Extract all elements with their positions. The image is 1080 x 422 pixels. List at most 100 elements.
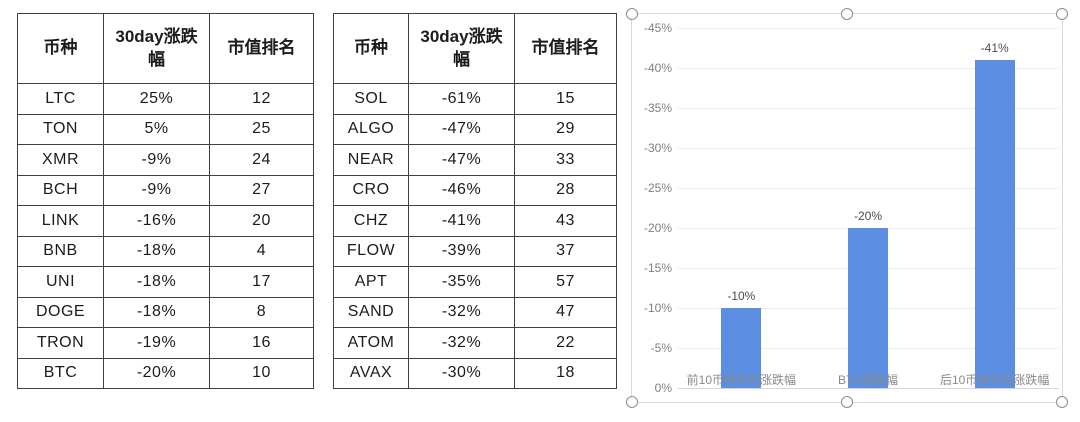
- selection-handle-bottom-right[interactable]: [1056, 396, 1068, 408]
- category-label: 后10币种平均涨跌幅: [939, 373, 1050, 387]
- rank-cell: 27: [209, 174, 314, 206]
- y-tick-label: -35%: [643, 101, 672, 115]
- bar-2[interactable]: [848, 228, 888, 388]
- gridline: [678, 188, 1058, 189]
- selection-handle-top-right[interactable]: [1056, 8, 1068, 20]
- table-row: NEAR -47% 33: [333, 144, 617, 176]
- rank-cell: 16: [209, 327, 314, 359]
- rank-cell: 4: [209, 235, 314, 267]
- change-cell: -9%: [103, 174, 210, 206]
- y-tick-label: -45%: [643, 21, 672, 35]
- bar-chart[interactable]: -45% -40% -35% -30% -25% -20% -15% -10% -5% 0% -10…: [626, 8, 1068, 408]
- bar-1[interactable]: [721, 308, 762, 388]
- change-cell: -47%: [408, 144, 515, 176]
- rank-cell: 47: [514, 296, 617, 328]
- y-tick-label: -5%: [650, 341, 672, 355]
- y-tick-label: -25%: [643, 181, 672, 195]
- coin-cell: APT: [333, 266, 409, 298]
- bar-3[interactable]: [974, 60, 1015, 388]
- data-label: -20%: [853, 209, 883, 223]
- column-header: 币种: [333, 13, 409, 84]
- table-header-row: 币种 30day涨跌幅 市值排名: [333, 13, 617, 84]
- change-cell: -18%: [103, 296, 210, 328]
- selection-handle-bottom-left[interactable]: [626, 396, 638, 408]
- table-row: BTC -20% 10: [17, 357, 314, 389]
- selection-handle-top-center[interactable]: [841, 8, 853, 20]
- gridline: [678, 28, 1058, 29]
- selection-handle-top-left[interactable]: [626, 8, 638, 20]
- rank-cell: 43: [514, 205, 617, 237]
- gridline: [678, 108, 1058, 109]
- rank-cell: 33: [514, 144, 617, 176]
- coin-cell: ATOM: [333, 327, 409, 359]
- coin-cell: CHZ: [333, 205, 409, 237]
- rank-cell: 15: [514, 83, 617, 115]
- table-row: CRO -46% 28: [333, 174, 617, 206]
- coin-cell: CRO: [333, 174, 409, 206]
- gridline: [678, 68, 1058, 69]
- y-tick-label: -20%: [643, 221, 672, 235]
- column-header: 30day涨跌幅: [408, 13, 515, 84]
- coin-cell: XMR: [17, 144, 104, 176]
- coin-cell: BTC: [17, 357, 104, 389]
- column-header: 市值排名: [514, 13, 617, 84]
- rank-cell: 12: [209, 83, 314, 115]
- table-row: APT -35% 57: [333, 266, 617, 298]
- coin-cell: TON: [17, 113, 104, 145]
- selection-handle-bottom-center[interactable]: [841, 396, 853, 408]
- rank-cell: 24: [209, 144, 314, 176]
- change-cell: -32%: [408, 296, 515, 328]
- table-row: TRON -19% 16: [17, 327, 314, 359]
- coin-cell: BCH: [17, 174, 104, 206]
- data-label: -41%: [980, 41, 1009, 55]
- table-row: XMR -9% 24: [17, 144, 314, 176]
- table-row: LTC 25% 12: [17, 83, 314, 115]
- change-cell: -35%: [408, 266, 515, 298]
- change-cell: -39%: [408, 235, 515, 267]
- table-row: ALGO -47% 29: [333, 113, 617, 145]
- y-tick-label: -30%: [643, 141, 672, 155]
- rank-cell: 10: [209, 357, 314, 389]
- coin-cell: FLOW: [333, 235, 409, 267]
- x-axis-line: [678, 388, 1058, 389]
- rank-cell: 20: [209, 205, 314, 237]
- table-row: CHZ -41% 43: [333, 205, 617, 237]
- rank-cell: 37: [514, 235, 617, 267]
- rank-cell: 17: [209, 266, 314, 298]
- column-header: 30day涨跌幅: [103, 13, 210, 84]
- coin-cell: DOGE: [17, 296, 104, 328]
- y-tick-label: -40%: [643, 61, 672, 75]
- rank-cell: 22: [514, 327, 617, 359]
- coin-cell: SAND: [333, 296, 409, 328]
- column-header: 市值排名: [209, 13, 314, 84]
- category-label: BTC涨跌幅: [837, 373, 899, 387]
- table-row: SOL -61% 15: [333, 83, 617, 115]
- rank-cell: 29: [514, 113, 617, 145]
- change-cell: -20%: [103, 357, 210, 389]
- coin-cell: UNI: [17, 266, 104, 298]
- change-cell: -18%: [103, 266, 210, 298]
- table-row: LINK -16% 20: [17, 205, 314, 237]
- table-row: ATOM -32% 22: [333, 327, 617, 359]
- coin-cell: SOL: [333, 83, 409, 115]
- coin-cell: BNB: [17, 235, 104, 267]
- change-cell: -47%: [408, 113, 515, 145]
- change-cell: -18%: [103, 235, 210, 267]
- table-row: BCH -9% 27: [17, 174, 314, 206]
- table-row: SAND -32% 47: [333, 296, 617, 328]
- table-row: FLOW -39% 37: [333, 235, 617, 267]
- category-label: 前10币种平均涨跌幅: [686, 373, 797, 387]
- change-cell: -30%: [408, 357, 515, 389]
- change-cell: 5%: [103, 113, 210, 145]
- rank-cell: 8: [209, 296, 314, 328]
- coin-cell: LTC: [17, 83, 104, 115]
- change-cell: -41%: [408, 205, 515, 237]
- gridline: [678, 148, 1058, 149]
- rank-cell: 28: [514, 174, 617, 206]
- coin-cell: ALGO: [333, 113, 409, 145]
- data-label: -10%: [727, 289, 756, 303]
- table-row: BNB -18% 4: [17, 235, 314, 267]
- rank-cell: 18: [514, 357, 617, 389]
- change-cell: -32%: [408, 327, 515, 359]
